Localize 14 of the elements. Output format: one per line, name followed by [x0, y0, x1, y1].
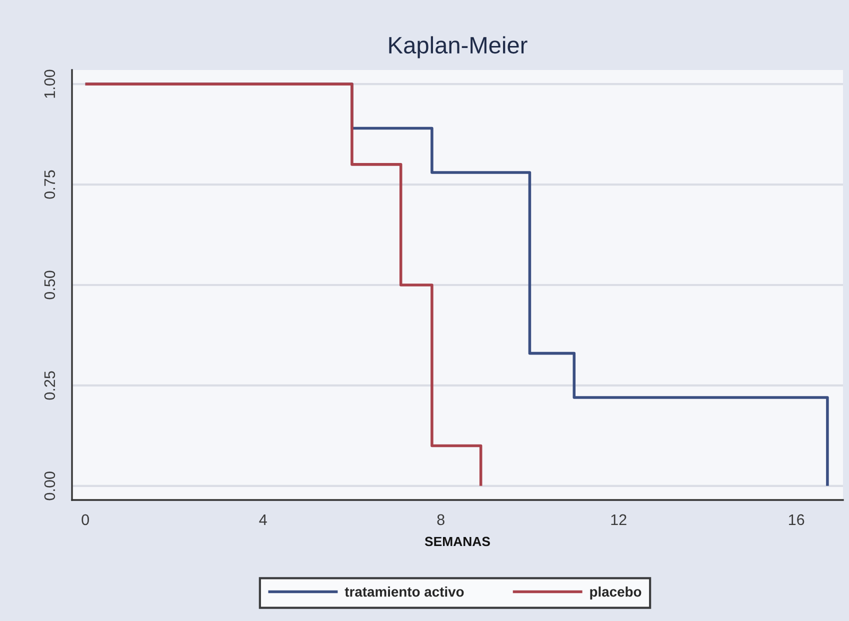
- x-tick-label: 12: [611, 514, 626, 525]
- y-tick-label: 0.25: [44, 371, 56, 400]
- y-tick-label: 1.00: [44, 70, 56, 98]
- x-tick-label: 0: [82, 514, 89, 526]
- x-tick-label: 4: [259, 514, 267, 525]
- legend-label: tratamiento activo: [344, 586, 464, 597]
- y-tick-label: 0.75: [44, 170, 56, 199]
- chart-title: Kaplan-Meier: [389, 36, 528, 58]
- x-tick-label: 8: [437, 514, 444, 526]
- x-axis-title: SEMANAS: [424, 536, 490, 546]
- y-tick-label: 0.00: [44, 472, 56, 500]
- y-tick-label: 0.50: [44, 270, 56, 300]
- legend-label: placebo: [590, 586, 642, 600]
- x-tick-label: 16: [789, 514, 804, 526]
